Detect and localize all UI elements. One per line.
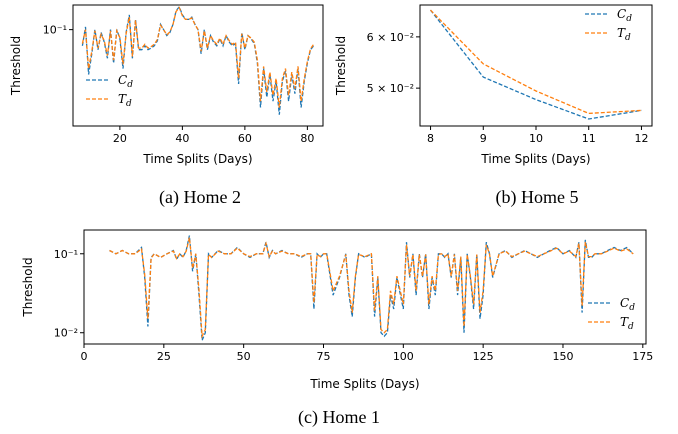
legend: Cd Td [588,296,635,332]
plot-frame [419,4,653,127]
panel-home2: (a) Home 2 20 40 60 80 10⁻¹ Time Splits (Days… [9,4,324,208]
y-tick-label: 5 × 10⁻² [367,82,414,95]
panel-home5: (b) Home 5 8 9 10 11 12 5 × 10⁻² 6 × 10⁻² Time … [334,4,653,208]
x-tick-label: 10 [529,132,543,145]
x-axis-label: Time Splits (Days) [309,377,419,391]
x-tick-label: 60 [238,132,252,145]
legend-label-t-d: Td [118,92,132,109]
x-tick-label: 8 [427,132,434,145]
legend: Cd Td [86,73,133,109]
legend-label-t-d: Td [620,315,634,332]
plot-frame [72,4,324,127]
x-tick-label: 9 [480,132,487,145]
y-tick-label: 10⁻¹ [43,24,67,37]
x-tick-label: 20 [113,132,127,145]
plot-frame [83,229,647,345]
series-line-c-d [109,235,634,341]
series-line-t-d [109,237,634,339]
x-tick-label: 125 [473,350,494,363]
series-line-c-d [429,9,642,120]
x-tick-label: 100 [393,350,414,363]
x-tick-label: 40 [175,132,189,145]
series-line-t-d [81,6,315,108]
x-tick-label: 150 [552,350,573,363]
x-tick-label: 175 [632,350,653,363]
legend: Cd Td [585,7,632,43]
caption-home1: (c) Home 1 [298,407,380,428]
x-tick-label: 25 [157,350,171,363]
x-axis-label: Time Splits (Days) [142,152,252,166]
y-tick-label: 10⁻¹ [54,248,78,261]
y-axis-label: Threshold [9,36,23,96]
legend-label-c-d: Cd [617,7,632,24]
x-tick-label: 11 [582,132,596,145]
caption-home2: (a) Home 2 [159,187,241,208]
x-tick-label: 12 [634,132,648,145]
x-axis-label: Time Splits (Days) [480,152,590,166]
x-tick-label: 80 [300,132,314,145]
x-tick-label: 75 [316,350,330,363]
x-tick-label: 50 [237,350,251,363]
y-axis-label: Threshold [21,257,35,317]
legend-label-c-d: Cd [620,296,635,313]
y-axis-label: Threshold [334,36,348,96]
y-tick-label: 10⁻² [54,327,78,340]
legend-label-c-d: Cd [118,73,133,90]
y-tick-label: 6 × 10⁻² [367,31,414,44]
legend-label-t-d: Td [617,26,631,43]
caption-home5: (b) Home 5 [496,187,579,208]
series-line-t-d [430,9,642,115]
x-tick-label: 0 [81,350,88,363]
panel-home1: (c) Home 1 0 25 50 75 100 125 150 175 10⁻² 10⁻¹ Ti… [21,229,653,428]
